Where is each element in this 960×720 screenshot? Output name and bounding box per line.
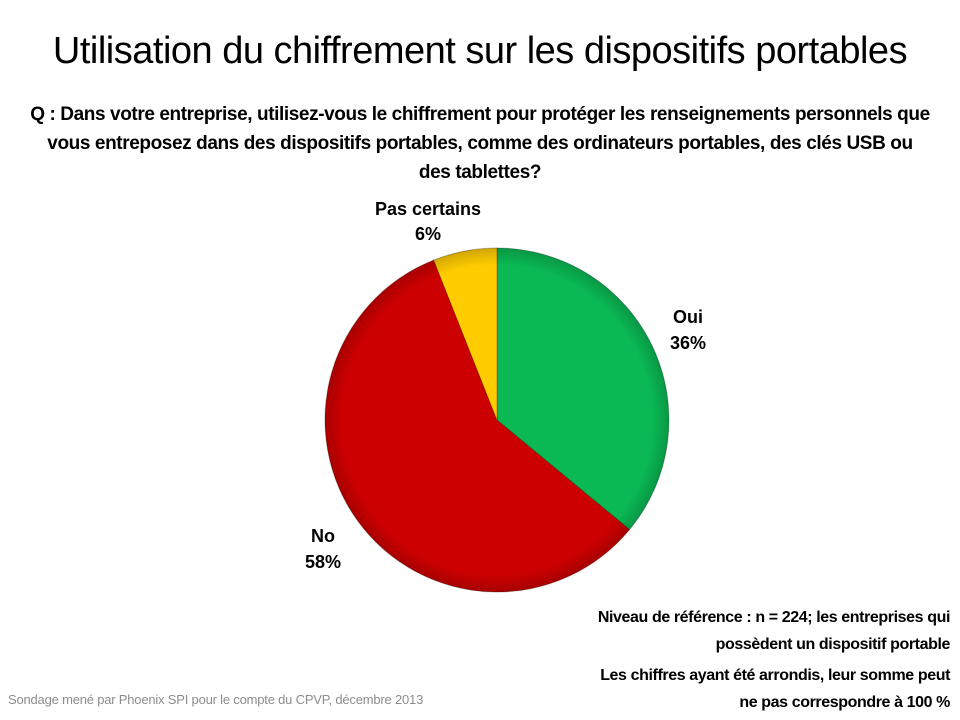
pie-edge-shading	[325, 248, 669, 592]
label-value-no: 58%	[305, 552, 341, 572]
label-value-oui: 36%	[670, 333, 706, 353]
slide-title: Utilisation du chiffrement sur les dispo…	[52, 30, 908, 72]
base-note: Niveau de référence : n = 224; les entre…	[597, 604, 951, 658]
rounding-note-line2: ne pas correspondre à 100 %	[739, 694, 950, 711]
rounding-note-line1: Les chiffres ayant été arrondis, leur so…	[600, 667, 950, 684]
survey-question: Q : Dans votre entreprise, utilisez-vous…	[30, 104, 930, 183]
label-name-pas-certains: Pas certains	[375, 199, 481, 219]
rounding-note: Les chiffres ayant été arrondis, leur so…	[600, 662, 950, 716]
source-note: Sondage mené par Phoenix SPI pour le com…	[8, 692, 424, 707]
base-note-line1: Niveau de référence : n = 224; les entre…	[597, 609, 951, 626]
label-value-pas-certains: 6%	[415, 224, 441, 244]
label-name-no: No	[311, 526, 335, 546]
base-note-line2: possèdent un dispositif portable	[715, 636, 951, 653]
label-name-oui: Oui	[673, 307, 703, 327]
